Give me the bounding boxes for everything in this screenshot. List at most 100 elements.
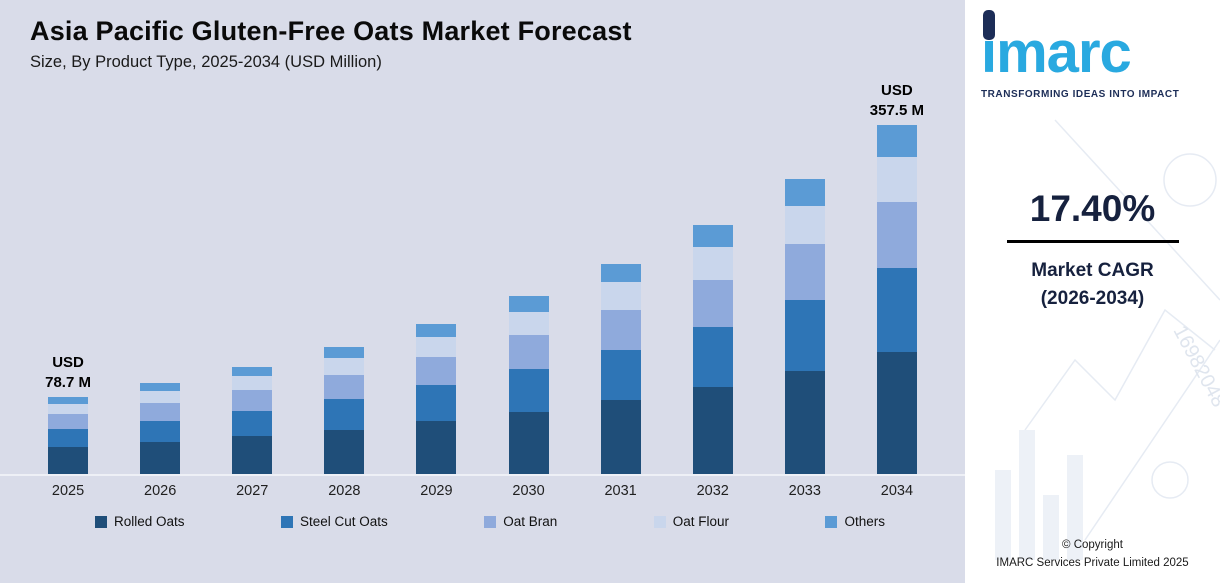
bar-segment-oat-flour <box>508 312 549 336</box>
cagr-value: 17.40% <box>1029 188 1156 229</box>
chart-panel: Asia Pacific Gluten-Free Oats Market For… <box>0 0 965 583</box>
bar-segment-others <box>876 125 917 157</box>
x-axis-label-2025: 2025 <box>51 483 85 499</box>
bar-segment-oat-bran <box>48 414 89 429</box>
legend-item-oat-bran: Oat Bran <box>484 514 557 529</box>
cagr-block: 17.40% Market CAGR (2026-2034) <box>965 188 1220 312</box>
bar-segment-rolled-oats <box>232 436 273 474</box>
cagr-label-line1: Market CAGR <box>1031 260 1154 281</box>
stacked-bar-2034 <box>876 125 917 474</box>
bar-segment-oat-bran <box>876 202 917 269</box>
legend-item-others: Others <box>825 514 885 529</box>
stacked-bar-2028 <box>324 346 365 474</box>
bar-segment-rolled-oats <box>784 370 825 474</box>
bar-column-2025: USD 78.7 M <box>22 84 114 474</box>
bar-segment-others <box>140 383 181 392</box>
bar-segment-oat-bran <box>232 390 273 411</box>
legend: Rolled Oats Steel Cut Oats Oat Bran Oat Flo… <box>95 514 885 541</box>
bar-annotation-2025: USD 78.7 M <box>45 354 91 391</box>
legend-label: Oat Bran <box>503 514 558 529</box>
bar-segment-rolled-oats <box>876 352 917 474</box>
x-axis-label-2032: 2032 <box>696 483 729 499</box>
legend-swatch-icon <box>653 515 666 528</box>
legend-label: Others <box>844 514 885 529</box>
bar-segment-oat-flour <box>324 358 365 375</box>
bar-segment-oat-flour <box>416 337 457 357</box>
bar-segment-oat-flour <box>140 391 181 404</box>
x-axis-label-2027: 2027 <box>236 483 269 499</box>
bar-segment-oat-flour <box>784 205 825 245</box>
bar-segment-others <box>324 346 365 359</box>
bar-segment-steel-cut-oats <box>140 420 181 443</box>
cagr-divider <box>1006 240 1179 243</box>
imarc-logo-wordmark: imarc <box>981 10 1132 82</box>
bar-column-2028 <box>298 84 390 474</box>
sidebar-content: imarc TRANSFORMING IDEAS INTO IMPACT 17.… <box>965 0 1220 583</box>
x-axis-label-2034: 2034 <box>880 483 914 499</box>
bar-column-2031 <box>575 84 667 474</box>
bar-segment-oat-flour <box>600 282 641 310</box>
cagr-label: Market CAGR (2026-2034) <box>981 257 1204 312</box>
bar-segment-steel-cut-oats <box>692 327 733 387</box>
bar-segment-rolled-oats <box>416 421 457 474</box>
stacked-bar-2025 <box>48 397 89 474</box>
bar-segment-steel-cut-oats <box>600 349 641 401</box>
x-axis: 2025 2026 2027 2028 2029 2030 2031 2032 2033 2034 <box>0 476 965 499</box>
bar-column-2030 <box>482 84 574 474</box>
x-axis-label-2028: 2028 <box>328 483 361 499</box>
bar-column-2029 <box>390 84 482 474</box>
cagr-label-line2: (2026-2034) <box>1040 287 1145 309</box>
bar-column-2034: USD 357.5 M <box>851 82 943 474</box>
stacked-bar-2026 <box>140 383 181 474</box>
x-axis-label-2030: 2030 <box>512 483 545 499</box>
bar-segment-steel-cut-oats <box>784 300 825 371</box>
bar-segment-others <box>48 397 89 405</box>
bar-segment-steel-cut-oats <box>324 399 365 430</box>
legend-item-steel-cut-oats: Steel Cut Oats <box>281 514 388 529</box>
chart-subtitle: Size, By Product Type, 2025-2034 (USD Mi… <box>30 53 382 71</box>
bar-annotation-2034: USD 357.5 M <box>869 82 924 119</box>
bar-segment-rolled-oats <box>48 447 89 474</box>
legend-label: Oat Flour <box>672 514 730 529</box>
legend-label: Steel Cut Oats <box>300 514 388 529</box>
bar-segment-steel-cut-oats <box>876 268 917 352</box>
bar-segment-oat-bran <box>784 244 825 301</box>
bar-column-2032 <box>667 84 759 474</box>
bar-segment-others <box>692 224 733 248</box>
imarc-logo-text: imarc <box>981 20 1132 85</box>
bar-segment-steel-cut-oats <box>416 385 457 422</box>
x-axis-label-2029: 2029 <box>420 483 453 499</box>
legend-item-oat-flour: Oat Flour <box>653 514 730 529</box>
sidebar: 16982048 imarc TRANSFORMING IDEAS INTO I… <box>965 0 1220 583</box>
bar-segment-oat-bran <box>508 335 549 370</box>
bar-segment-rolled-oats <box>692 386 733 474</box>
bar-segment-oat-bran <box>324 374 365 399</box>
bar-segment-oat-bran <box>692 279 733 328</box>
x-axis-label-2033: 2033 <box>788 483 821 499</box>
copyright: © Copyright IMARC Services Private Limit… <box>965 537 1220 583</box>
stacked-bar-2031 <box>600 263 641 474</box>
copyright-line1: © Copyright <box>1062 539 1123 552</box>
x-axis-label-2031: 2031 <box>604 483 637 499</box>
bar-segment-oat-bran <box>416 356 457 386</box>
stacked-bar-2032 <box>692 224 733 474</box>
bar-segment-oat-flour <box>692 247 733 280</box>
legend-label: Rolled Oats <box>114 514 185 529</box>
bar-segment-steel-cut-oats <box>508 369 549 412</box>
bar-segment-rolled-oats <box>508 411 549 474</box>
bar-segment-others <box>508 296 549 313</box>
bar-segment-others <box>600 263 641 283</box>
stacked-bar-2030 <box>508 296 549 474</box>
stacked-bar-2029 <box>416 323 457 474</box>
copyright-line2: IMARC Services Private Limited 2025 <box>996 557 1189 570</box>
bar-segment-oat-flour <box>232 376 273 391</box>
legend-item-rolled-oats: Rolled Oats <box>95 514 185 529</box>
watermark-graphic: 16982048 <box>995 119 1220 560</box>
legend-swatch-icon <box>281 515 293 528</box>
bar-segment-rolled-oats <box>140 442 181 474</box>
bar-segment-oat-bran <box>140 403 181 421</box>
imarc-logo: imarc TRANSFORMING IDEAS INTO IMPACT <box>965 0 1220 100</box>
legend-swatch-icon <box>95 515 107 528</box>
plot-area: USD 78.7 M USD 357.5 M <box>0 82 965 476</box>
stacked-bar-2027 <box>232 366 273 474</box>
